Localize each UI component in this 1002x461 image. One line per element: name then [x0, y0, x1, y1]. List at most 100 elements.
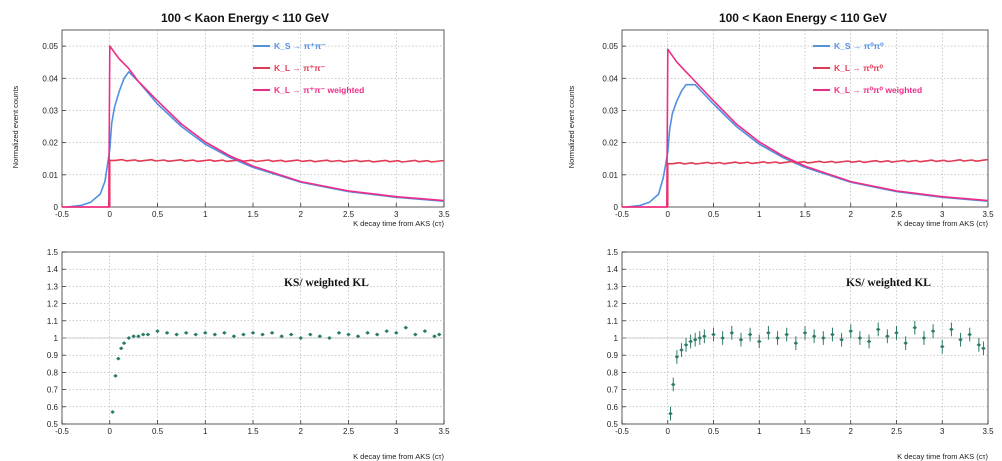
data-point — [175, 333, 179, 337]
y-tick-label: 0.02 — [42, 139, 58, 148]
data-point — [394, 331, 398, 335]
data-point — [679, 348, 683, 352]
chart-title: 100 < Kaon Energy < 110 GeV — [719, 11, 887, 25]
data-point — [270, 331, 274, 335]
data-point — [280, 334, 284, 338]
data-point — [812, 334, 816, 338]
y-tick-label: 0.9 — [607, 351, 619, 360]
y-tick-label: 0 — [54, 203, 59, 212]
x-tick-label: -0.5 — [55, 427, 69, 436]
legend: K_S → π⁺π⁻ K_L → π⁺π⁻ K_L → π⁺π⁻ weighte… — [253, 41, 364, 95]
data-point — [119, 346, 123, 350]
y-tick-label: 0.01 — [42, 171, 58, 180]
legend-label-ks: K_S → π⁰π⁰ — [834, 41, 884, 51]
data-point — [940, 345, 944, 349]
y-tick-label: 0.04 — [42, 74, 58, 83]
data-point — [668, 412, 672, 416]
x-tick-label: 2 — [849, 427, 854, 436]
x-tick-label: -0.5 — [615, 210, 629, 219]
y-tick-label: 0.8 — [47, 368, 59, 377]
data-point — [776, 336, 780, 340]
data-point — [232, 334, 236, 338]
data-point — [849, 329, 853, 333]
data-point — [830, 333, 834, 337]
x-tick-label: 2 — [299, 427, 304, 436]
data-point — [437, 333, 441, 337]
data-point — [432, 334, 436, 338]
x-tick-label: 2.5 — [891, 210, 903, 219]
data-point — [318, 334, 322, 338]
y-tick-label: 1.5 — [47, 248, 59, 257]
series-line-klw — [62, 45, 445, 208]
data-point — [895, 331, 898, 335]
data-point — [404, 326, 408, 330]
data-point — [785, 333, 789, 337]
y-tick-label: 0.03 — [42, 106, 58, 115]
data-point — [289, 333, 293, 337]
y-tick-label: 0.7 — [47, 386, 59, 395]
y-tick-label: 0.6 — [47, 403, 59, 412]
y-tick-label: 1.1 — [607, 317, 619, 326]
y-tick-label: 0.01 — [602, 171, 618, 180]
y-tick-label: 0.7 — [607, 386, 619, 395]
data-point — [867, 339, 871, 343]
x-tick-label: 0.5 — [708, 210, 720, 219]
data-point — [698, 336, 702, 340]
x-tick-label: 0 — [108, 427, 113, 436]
x-tick-label: 3 — [394, 427, 399, 436]
y-tick-label: 0.04 — [602, 74, 618, 83]
data-point — [241, 333, 245, 337]
bottom-right-ratio: KS/ weighted KL K decay time from AKS (c… — [607, 248, 994, 461]
x-tick-label: -0.5 — [55, 210, 69, 219]
data-point — [721, 336, 725, 340]
y-tick-label: 1.4 — [47, 265, 59, 274]
y-tick-label: 1.5 — [607, 248, 619, 257]
data-point — [977, 343, 981, 347]
data-point — [356, 334, 360, 338]
series-line-klw — [622, 48, 989, 208]
chart-title: 100 < Kaon Energy < 110 GeV — [161, 11, 329, 25]
x-axis-label: K decay time from AKS (cτ) — [897, 452, 988, 461]
series-line-kl — [622, 158, 989, 208]
data-point — [111, 410, 115, 414]
y-tick-label: 1 — [614, 334, 619, 343]
data-point — [141, 333, 145, 337]
y-tick-label: 0 — [614, 203, 619, 212]
series-line-ks — [66, 71, 445, 208]
data-point — [671, 382, 675, 386]
data-point — [337, 331, 341, 335]
x-tick-label: 2.5 — [343, 210, 355, 219]
x-tick-label: 1 — [203, 427, 208, 436]
legend-label-kl-weighted: K_L → π⁺π⁻ weighted — [274, 85, 364, 95]
data-point — [127, 336, 131, 340]
y-tick-label: 1.4 — [607, 265, 619, 274]
x-tick-label: 0 — [666, 427, 671, 436]
data-point — [702, 334, 706, 338]
x-tick-label: 3.5 — [438, 427, 450, 436]
data-point — [132, 334, 136, 338]
data-point — [949, 327, 953, 331]
data-point — [222, 331, 226, 335]
data-point — [156, 329, 159, 333]
x-tick-label: 3.5 — [982, 210, 994, 219]
x-tick-label: 2.5 — [891, 427, 903, 436]
x-tick-label: 1.5 — [799, 427, 811, 436]
data-point — [876, 327, 880, 331]
y-tick-label: 1.3 — [47, 282, 59, 291]
x-tick-label: 0.5 — [152, 210, 164, 219]
series-line-ks — [626, 83, 989, 208]
data-point — [116, 357, 120, 361]
data-point — [922, 336, 926, 340]
data-point — [748, 333, 752, 337]
x-tick-label: 1.5 — [799, 210, 811, 219]
x-axis-label: K decay time from AKS (cτ) — [353, 219, 444, 228]
series-line-kl — [62, 158, 445, 208]
y-tick-label: 0.5 — [607, 420, 619, 429]
data-point — [413, 333, 417, 337]
data-point — [730, 331, 734, 335]
x-tick-label: 3.5 — [982, 427, 994, 436]
data-point — [794, 341, 798, 345]
data-point — [840, 338, 844, 342]
data-point — [165, 331, 169, 335]
